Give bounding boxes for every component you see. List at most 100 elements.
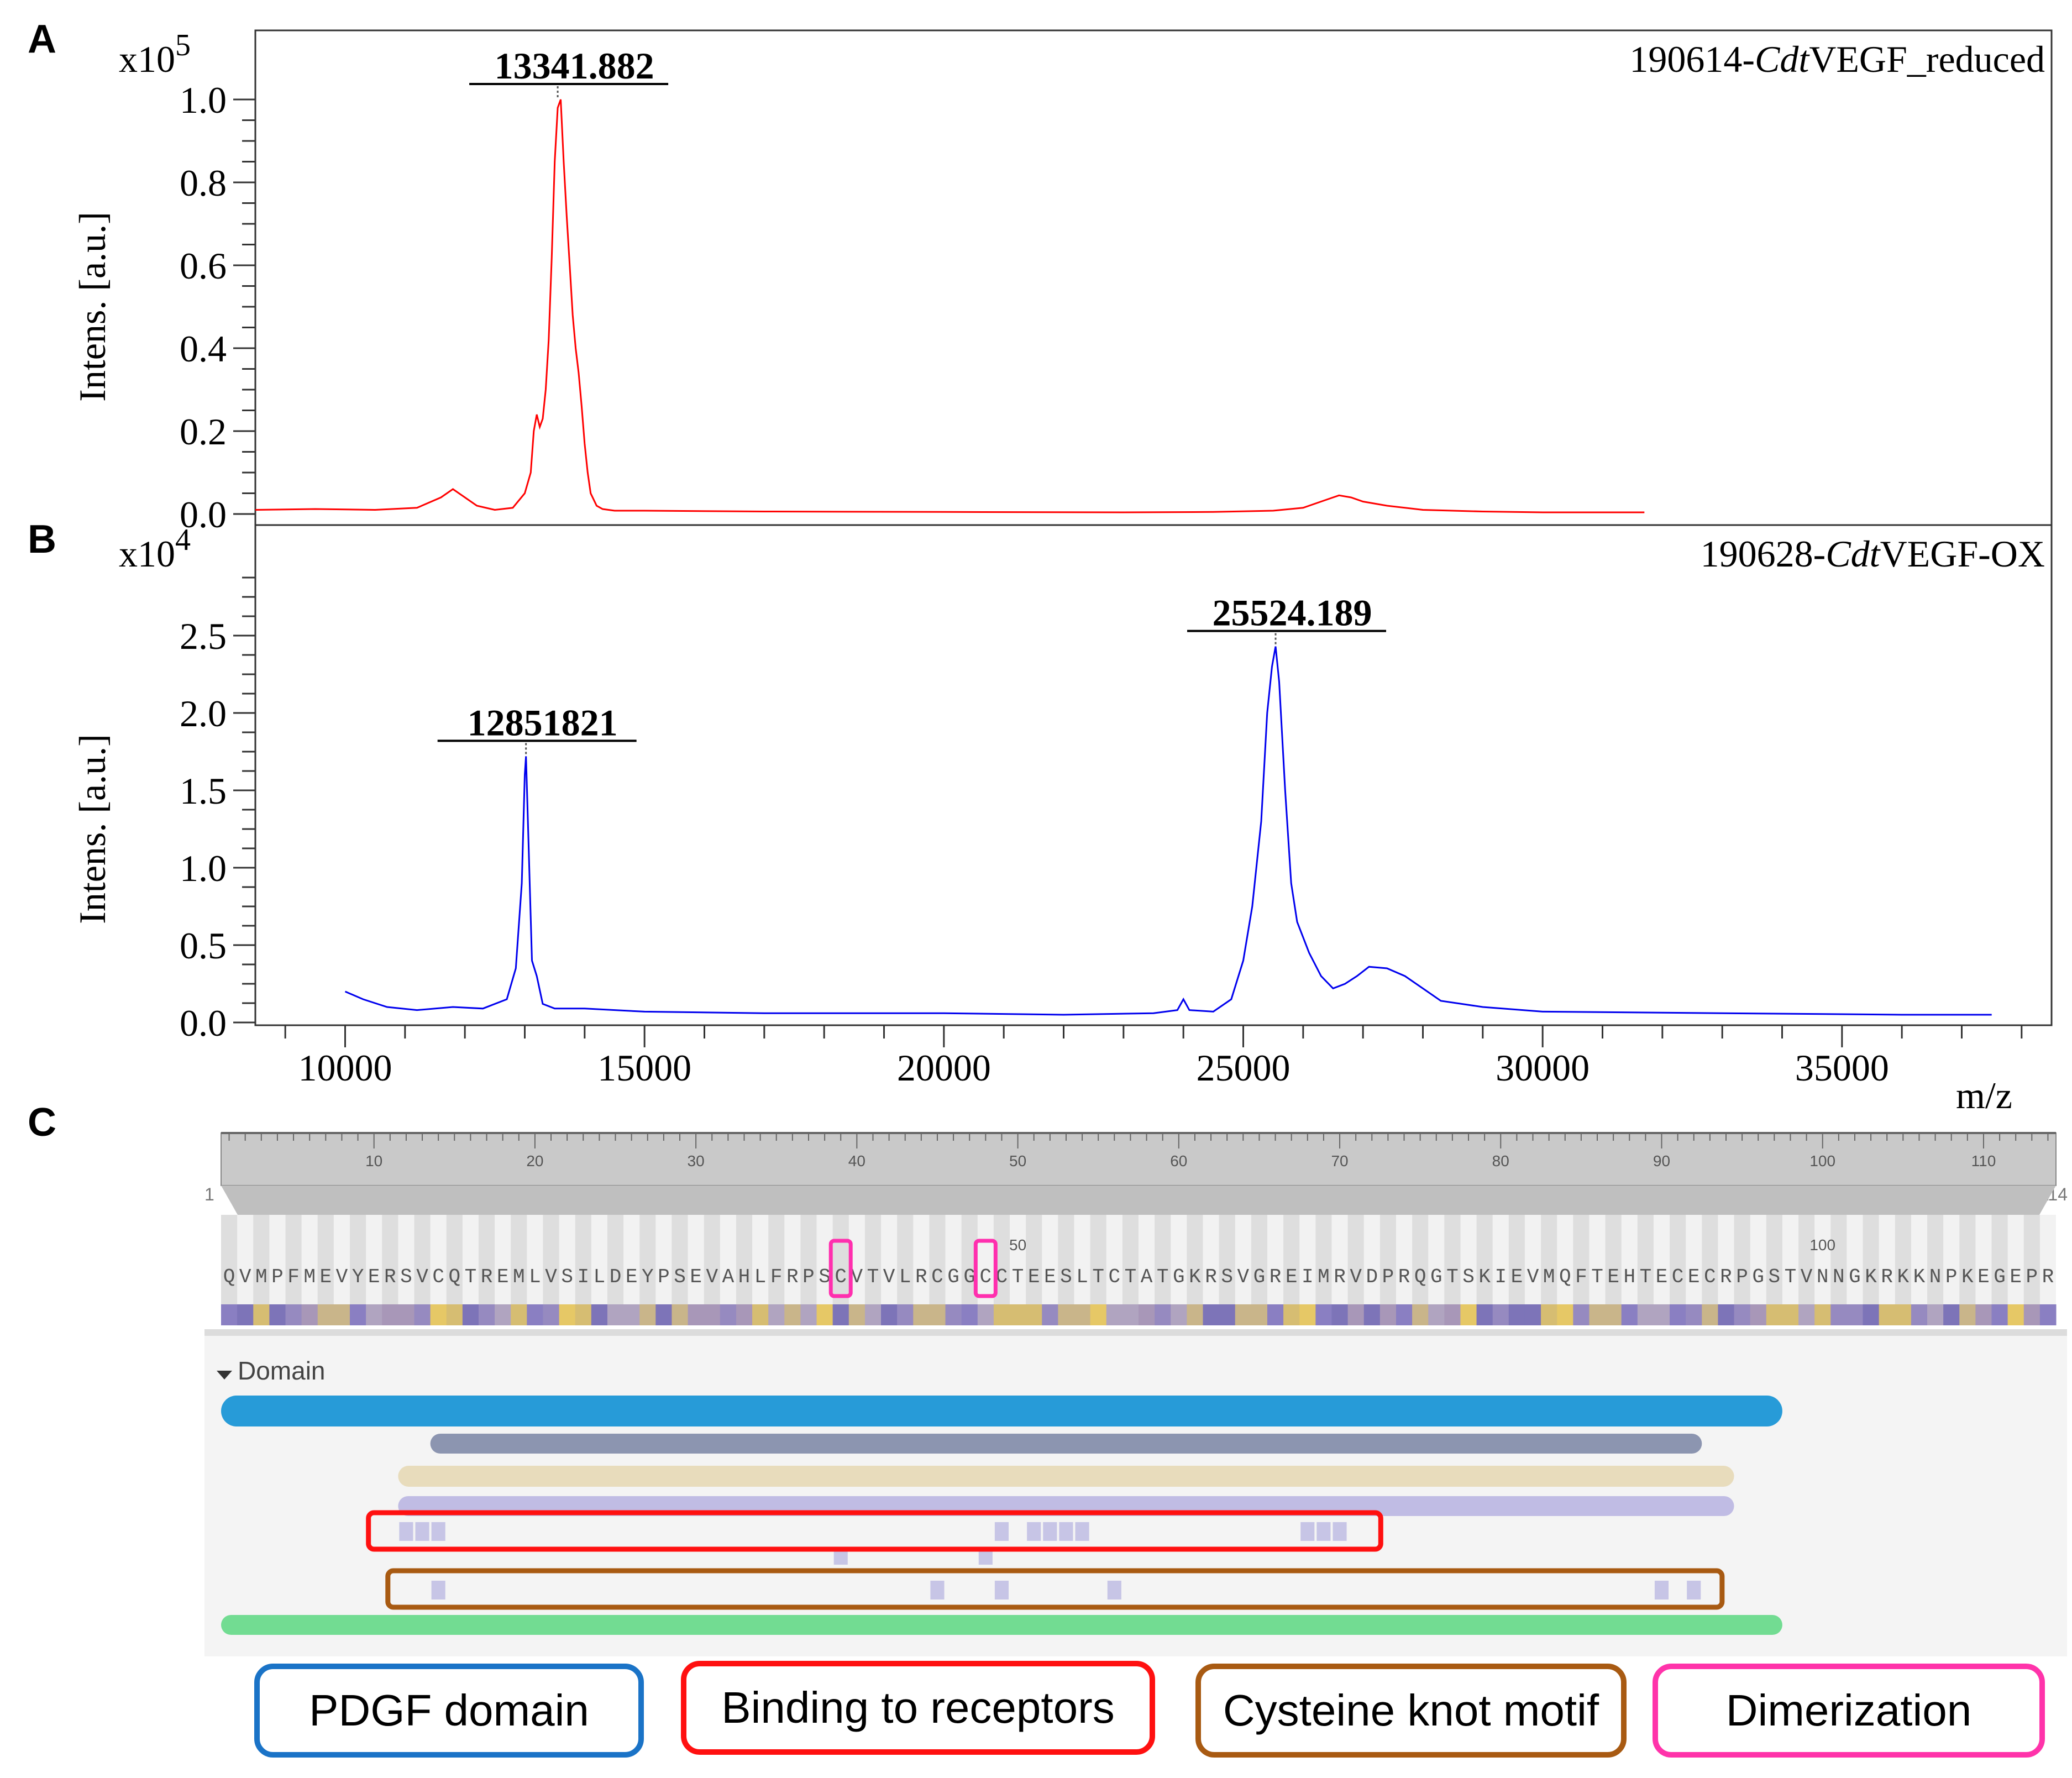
residue: R — [786, 1266, 799, 1288]
ruler-funnel — [221, 1186, 2056, 1215]
residue: C — [996, 1266, 1008, 1288]
dimerization-cys-box — [973, 1239, 998, 1298]
residue: M — [513, 1266, 525, 1288]
legend-item-dimerization: Dimerization — [1653, 1664, 2045, 1758]
property-strip-cell — [253, 1304, 270, 1325]
residue: R — [1270, 1266, 1282, 1288]
panel-label-b: B — [28, 517, 56, 562]
residue: G — [947, 1266, 959, 1288]
y-tick-label-a: 0.4 — [180, 328, 227, 370]
property-strip-cell — [430, 1304, 447, 1325]
property-strip-cell — [1637, 1304, 1654, 1325]
residue: E — [497, 1266, 509, 1288]
ruler-tick-label: 50 — [1009, 1152, 1026, 1169]
residue: Q — [1559, 1266, 1571, 1288]
residue: V — [1350, 1266, 1362, 1288]
property-strip-cell — [1444, 1304, 1461, 1325]
residue: V — [416, 1266, 428, 1288]
residue: S — [1060, 1266, 1072, 1288]
property-strip-cell — [398, 1304, 415, 1325]
x-tick-label: 15000 — [597, 1047, 691, 1089]
residue: K — [1189, 1266, 1201, 1288]
property-strip-cell — [221, 1304, 238, 1325]
property-strip-cell — [333, 1304, 350, 1325]
property-strip-cell — [1782, 1304, 1799, 1325]
binding-receptors-outline — [366, 1510, 1383, 1552]
residue: C — [1704, 1266, 1716, 1288]
receptor-binding-site — [1059, 1522, 1073, 1541]
property-strip-cell — [1042, 1304, 1058, 1325]
property-strip-cell — [1508, 1304, 1525, 1325]
residue: G — [1994, 1266, 2006, 1288]
receptor-binding-site — [1043, 1522, 1057, 1541]
sequence-domain-panel: 10 20 30 40 50 60 70 80 90 100 110 1 114 Q V M P F M E V Y E R S… — [0, 1122, 2072, 1778]
residue: Y — [352, 1266, 364, 1288]
y-tick-label-b: 1.0 — [180, 847, 227, 889]
y-multiplier-a: x105 — [119, 28, 191, 80]
property-strip-cell — [1412, 1304, 1429, 1325]
property-strip-cell — [720, 1304, 737, 1325]
property-strip-cell — [446, 1304, 463, 1325]
residue: G — [1430, 1266, 1442, 1288]
property-strip-cell — [1943, 1304, 1960, 1325]
residue: E — [1607, 1266, 1619, 1288]
residue: M — [1318, 1266, 1330, 1288]
property-strip-cell — [1460, 1304, 1477, 1325]
property-strip-cell — [688, 1304, 705, 1325]
residue: I — [577, 1266, 589, 1288]
dimerization-site — [978, 1550, 993, 1565]
property-strip-cell — [511, 1304, 527, 1325]
y-tick-label-a: 0.2 — [180, 411, 227, 453]
residue: T — [465, 1266, 477, 1288]
property-strip-cell — [269, 1304, 286, 1325]
residue: E — [1028, 1266, 1040, 1288]
ruler-tick-label: 80 — [1492, 1152, 1509, 1169]
residue: L — [529, 1266, 541, 1288]
property-strip-cell — [1718, 1304, 1735, 1325]
property-strip-cell — [1122, 1304, 1139, 1325]
residue: S — [1462, 1266, 1475, 1288]
property-strip-cell — [317, 1304, 334, 1325]
residue: R — [384, 1266, 396, 1288]
property-strip-cell — [1203, 1304, 1220, 1325]
legend-item-binding-to-receptors: Binding to receptors — [681, 1661, 1155, 1755]
property-strip-cell — [704, 1304, 721, 1325]
domain-track-2 — [430, 1434, 1702, 1454]
residue: E — [1511, 1266, 1523, 1288]
property-strip-cell — [1010, 1304, 1026, 1325]
property-strip-cell — [1026, 1304, 1042, 1325]
property-strip-cell — [1911, 1304, 1928, 1325]
property-strip-cell — [285, 1304, 302, 1325]
cysteine-knot-site — [1654, 1581, 1669, 1599]
sequence-marker-100: 100 — [1809, 1236, 1835, 1253]
residue: T — [1591, 1266, 1603, 1288]
ruler-tick-label: 100 — [1809, 1152, 1835, 1169]
residue: T — [867, 1266, 879, 1288]
y-axis-title-a: Intens. [a.u.] — [71, 212, 113, 402]
ruler-tick-label: 110 — [1971, 1152, 1996, 1169]
y-tick-label-b: 1.5 — [180, 770, 227, 812]
residue: R — [1334, 1266, 1346, 1288]
property-strip-cell — [800, 1304, 817, 1325]
property-strip-cell — [1927, 1304, 1944, 1325]
ruler-bar — [221, 1132, 2057, 1186]
property-strip-cell — [1879, 1304, 1896, 1325]
residue: G — [1752, 1266, 1764, 1288]
ruler-tick-label: 70 — [1331, 1152, 1348, 1169]
residue: M — [255, 1266, 267, 1288]
property-strip-cell — [1363, 1304, 1381, 1325]
residue: L — [594, 1266, 606, 1288]
property-strip-cell — [1670, 1304, 1686, 1325]
residue: E — [626, 1266, 638, 1288]
receptor-binding-site — [415, 1522, 429, 1541]
property-strip-cell — [945, 1304, 962, 1325]
residue: G — [1173, 1266, 1185, 1288]
residue: A — [1141, 1266, 1153, 1288]
property-strip-cell — [1219, 1304, 1236, 1325]
residue: Y — [642, 1266, 654, 1288]
residue: V — [1237, 1266, 1249, 1288]
property-strip-cell — [575, 1304, 592, 1325]
residue: R — [2042, 1266, 2054, 1288]
residue: L — [1076, 1266, 1088, 1288]
property-strip-cell — [832, 1304, 849, 1325]
